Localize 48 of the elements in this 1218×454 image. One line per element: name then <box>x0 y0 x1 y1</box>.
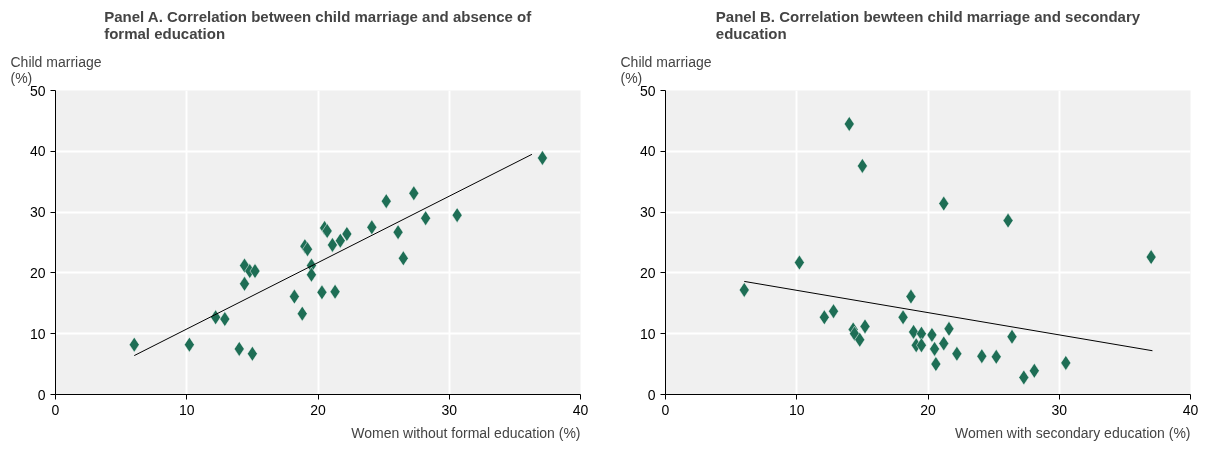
x-tick-label: 30 <box>441 401 458 418</box>
point <box>408 185 420 201</box>
point <box>943 321 955 337</box>
point <box>926 327 938 343</box>
point <box>316 284 328 301</box>
y-tick-label: 0 <box>37 386 46 403</box>
y-tick-label: 10 <box>639 325 656 342</box>
point <box>392 224 404 240</box>
point <box>366 219 378 236</box>
y-axis-title: Child marriage (%) <box>10 53 102 86</box>
point <box>930 356 942 372</box>
y-tick-label: 10 <box>29 325 46 342</box>
point <box>859 318 871 335</box>
y-tick-label: 30 <box>29 204 46 221</box>
x-axis-title: Women without formal education (%) <box>351 424 581 441</box>
y-tick-label: 20 <box>639 264 656 281</box>
y-tick-label: 40 <box>639 143 656 160</box>
chart-title: Panel B. Correlation bewteen child marriage and secondary education <box>715 7 1141 42</box>
x-tick-label: 0 <box>661 401 670 418</box>
x-tick-label: 10 <box>788 401 805 418</box>
x-tick-label: 30 <box>1051 401 1068 418</box>
point <box>951 346 963 362</box>
x-tick-label: 20 <box>310 401 326 418</box>
y-tick-label: 0 <box>647 386 656 403</box>
y-axis-title: Child marriage (%) <box>620 53 712 86</box>
point <box>341 226 353 242</box>
point <box>1018 369 1030 386</box>
point <box>1145 249 1157 265</box>
x-axis-title: Women with secondary education (%) <box>954 424 1191 441</box>
x-tick-label: 40 <box>572 401 589 418</box>
x-tick-label: 20 <box>920 401 936 418</box>
point <box>905 288 917 305</box>
point <box>219 311 231 327</box>
y-tick-label: 40 <box>29 143 46 160</box>
x-tick-label: 0 <box>51 401 60 418</box>
x-tick-label: 10 <box>178 401 195 418</box>
point <box>897 309 909 326</box>
point <box>329 284 341 300</box>
point <box>1060 355 1072 371</box>
point <box>976 348 988 364</box>
point <box>1002 212 1014 229</box>
point <box>249 263 261 279</box>
x-tick-label: 40 <box>1182 401 1199 418</box>
y-tick-label: 30 <box>639 204 656 221</box>
chart-title: Panel A. Correlation between child marriage and absence of formal education <box>104 7 533 42</box>
point <box>1006 328 1018 345</box>
y-tick-label: 20 <box>29 264 46 281</box>
point <box>451 207 463 223</box>
